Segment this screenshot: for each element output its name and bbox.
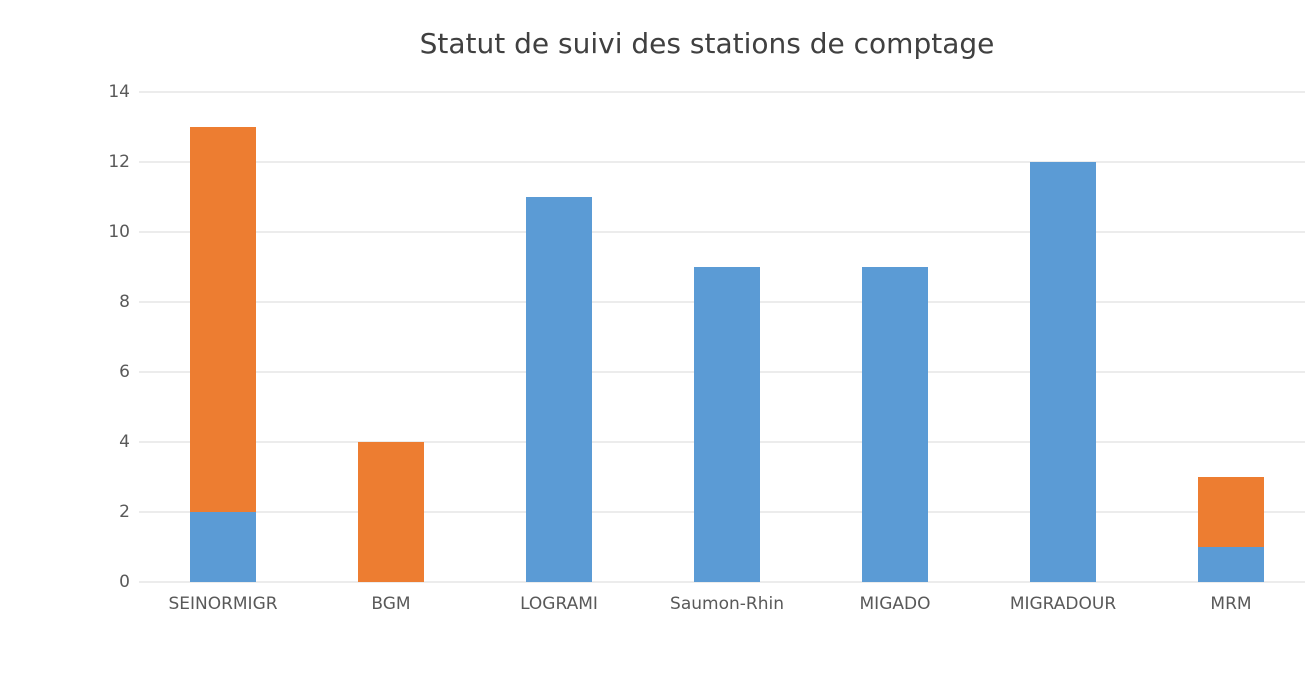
- y-tick-label: 0: [119, 572, 130, 592]
- bar-segment: [526, 197, 592, 582]
- x-tick-label: MRM: [1210, 594, 1251, 614]
- x-tick-label: BGM: [371, 594, 410, 614]
- y-tick-label: 10: [108, 222, 130, 242]
- x-tick-label: LOGRAMI: [520, 594, 598, 614]
- bar-segment: [1198, 477, 1264, 547]
- y-tick-label: 4: [119, 432, 130, 452]
- y-tick-label: 12: [108, 152, 130, 172]
- x-tick-label: MIGRADOUR: [1010, 594, 1117, 614]
- x-tick-label: SEINORMIGR: [168, 594, 277, 614]
- bar-segment: [694, 267, 760, 582]
- y-tick-label: 8: [119, 292, 130, 312]
- y-tick-label: 14: [108, 82, 130, 102]
- bar-segment: [358, 442, 424, 582]
- chart-title: Statut de suivi des stations de comptage: [420, 27, 995, 60]
- y-tick-label: 2: [119, 502, 130, 522]
- y-tick-label: 6: [119, 362, 130, 382]
- bar-segment: [1198, 547, 1264, 582]
- bar-segment: [190, 512, 256, 582]
- bar-segment: [190, 127, 256, 512]
- bar-segment: [1030, 162, 1096, 582]
- x-tick-label: MIGADO: [860, 594, 931, 614]
- bar-segment: [862, 267, 928, 582]
- x-tick-label: Saumon-Rhin: [670, 594, 784, 614]
